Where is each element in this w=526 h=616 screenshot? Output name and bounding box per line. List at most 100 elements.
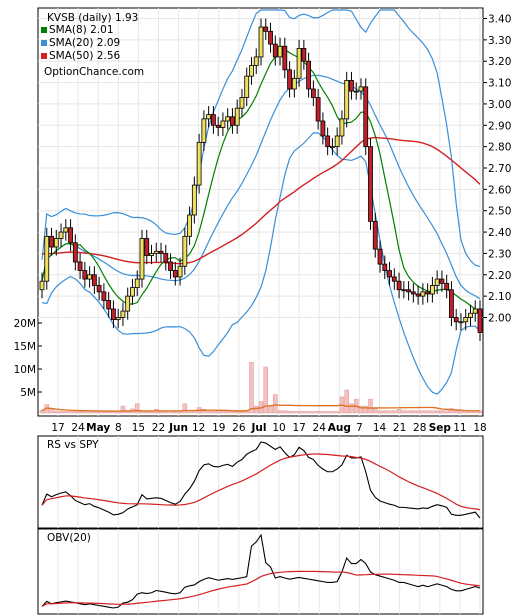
date-x-axis: 17 24 May 8 15 22 Jun 12 19 26 Jul 10 17 24 Aug 7 14 21 28… xyxy=(51,422,486,434)
candle-body xyxy=(410,291,416,295)
x-tick-label: 12 xyxy=(192,422,205,434)
candle-body xyxy=(306,60,312,90)
candle-body xyxy=(301,48,307,62)
candle-body xyxy=(177,265,183,278)
candle-body xyxy=(253,56,259,66)
volume-bar xyxy=(411,410,416,414)
candle-body xyxy=(187,214,192,237)
obv-panel-title: OBV(20) xyxy=(47,532,91,544)
candle-body xyxy=(325,135,331,148)
price-grid xyxy=(38,8,483,416)
candle-body xyxy=(82,270,88,280)
candle-body xyxy=(315,97,321,122)
candle-body xyxy=(53,238,59,248)
x-tick-label: Aug xyxy=(328,422,351,434)
candle-body xyxy=(372,220,378,250)
candle-body xyxy=(230,116,235,126)
volume-bar xyxy=(282,410,288,414)
volume-bar xyxy=(368,398,373,414)
volume-bar xyxy=(277,410,283,414)
candles xyxy=(39,18,483,341)
volume-bar xyxy=(120,405,126,414)
legend-sma8-swatch xyxy=(41,27,47,33)
candle-body xyxy=(425,291,431,295)
price-y-axis: 3.40 3.30 3.20 3.10 3.00 2.90 2.80 2.70 2.60 2.50… xyxy=(483,14,511,325)
legend-sma20-label: SMA(20) 2.09 xyxy=(49,37,120,49)
legend-sma50-swatch xyxy=(41,53,47,59)
volume-bar xyxy=(344,389,349,414)
price-y-tick-label: 2.40 xyxy=(488,227,511,239)
volume-bar xyxy=(101,411,107,414)
bollinger-upper-line xyxy=(41,9,481,268)
price-panel: 3.40 3.30 3.20 3.10 3.00 2.90 2.80 2.70 2.60 2.50… xyxy=(14,7,511,417)
x-tick-label: 15 xyxy=(132,422,145,434)
candle-body xyxy=(344,80,350,120)
price-y-tick-label: 3.00 xyxy=(488,99,511,111)
candle-body xyxy=(320,120,326,137)
rs-panel-title: RS vs SPY xyxy=(47,439,99,451)
volume-bar xyxy=(396,409,402,414)
volume-bar xyxy=(92,411,97,414)
volume-bar xyxy=(296,411,302,414)
x-tick-label: 28 xyxy=(413,422,426,434)
bollinger-lower-line xyxy=(41,132,481,395)
volume-bar xyxy=(363,405,368,414)
candle-body xyxy=(258,26,264,58)
volume-bar xyxy=(182,403,188,414)
volume-bar xyxy=(96,411,102,414)
candle-body xyxy=(201,118,207,143)
x-tick-label: 7 xyxy=(356,422,363,434)
volume-bar xyxy=(54,410,59,414)
volume-bar xyxy=(253,405,259,414)
candle-body xyxy=(310,88,316,98)
candle-body xyxy=(439,278,445,284)
price-y-tick-label: 2.80 xyxy=(488,142,511,154)
sma50-line xyxy=(41,136,481,265)
candle-body xyxy=(234,107,240,126)
candle-body xyxy=(134,278,140,288)
volume-bar xyxy=(73,411,78,414)
candle-body xyxy=(68,227,73,244)
candle-body xyxy=(130,287,135,297)
volume-bar xyxy=(82,411,88,414)
candle-body xyxy=(101,291,107,301)
candle-body xyxy=(429,285,435,295)
volume-bar xyxy=(68,411,73,414)
candle-body xyxy=(382,263,388,271)
volume-bar xyxy=(420,410,426,414)
candle-body xyxy=(249,65,254,77)
volume-bar xyxy=(87,411,92,414)
candle-body xyxy=(353,90,359,93)
candle-body xyxy=(244,75,250,98)
candle-body xyxy=(396,280,402,291)
x-tick-label: 22 xyxy=(152,422,165,434)
candle-body xyxy=(468,312,473,318)
candle-body xyxy=(120,310,126,318)
candle-body xyxy=(153,250,159,254)
candle-body xyxy=(168,261,173,271)
volume-bar xyxy=(211,410,216,414)
candle-body xyxy=(458,321,464,324)
candle-body xyxy=(139,238,145,280)
volume-bar xyxy=(201,409,207,414)
x-tick-label: 14 xyxy=(373,422,387,434)
price-y-tick-label: 3.40 xyxy=(488,14,511,26)
volume-bar xyxy=(249,362,254,414)
volume-bar xyxy=(106,411,111,414)
x-tick-label: Jun xyxy=(168,422,188,434)
candle-body xyxy=(215,124,221,128)
x-tick-label: 21 xyxy=(393,422,406,434)
price-y-tick-label: 2.90 xyxy=(488,120,511,132)
candle-body xyxy=(377,248,383,265)
x-tick-label: 24 xyxy=(71,422,85,434)
price-y-tick-label: 2.50 xyxy=(488,206,511,218)
legend-ticker: KVSB (daily) 1.93 xyxy=(47,12,138,24)
x-tick-label: 24 xyxy=(313,422,327,434)
obv-panel-frame xyxy=(37,528,484,615)
volume-bar xyxy=(134,403,140,414)
x-tick-label: 8 xyxy=(115,422,122,434)
volume-bar xyxy=(306,411,311,414)
candle-body xyxy=(453,317,459,323)
candle-body xyxy=(239,97,245,109)
candle-body xyxy=(49,235,54,248)
